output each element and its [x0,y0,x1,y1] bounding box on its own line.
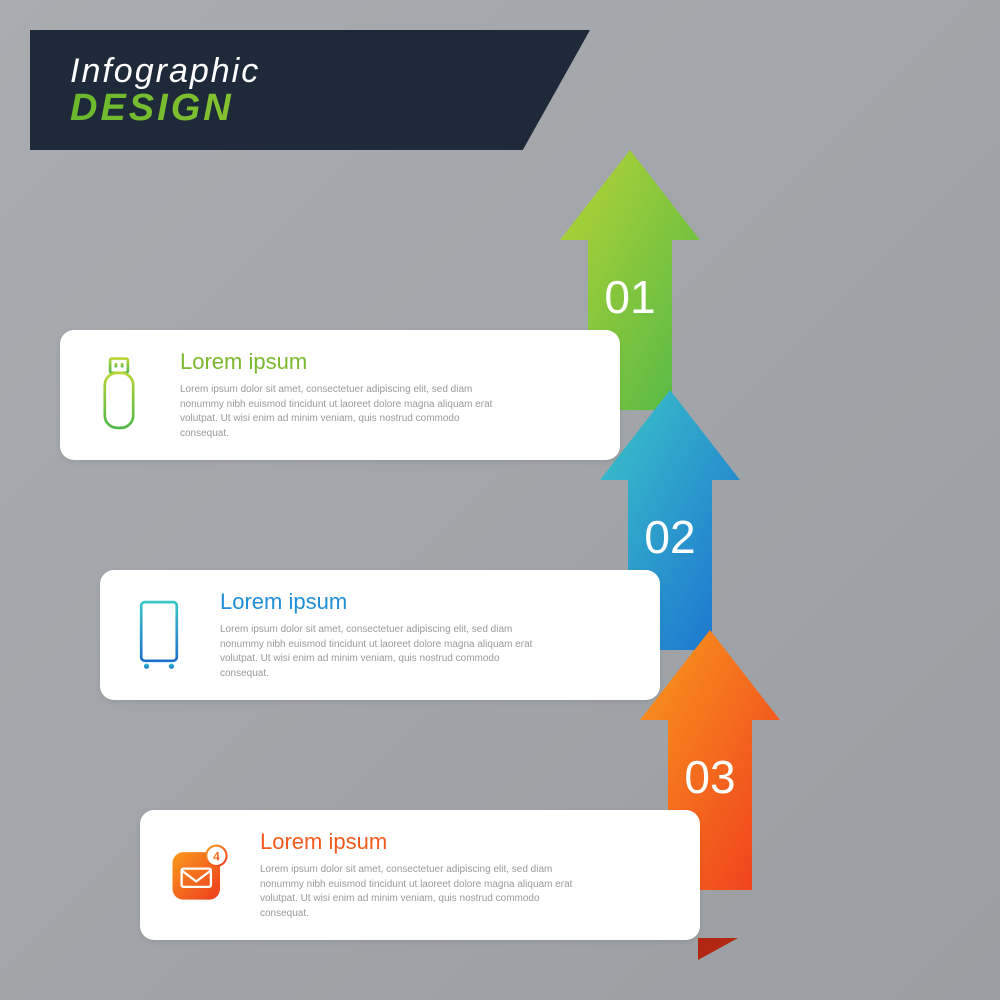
svg-text:4: 4 [213,849,220,863]
step-card-2: Lorem ipsum Lorem ipsum dolor sit amet, c… [100,570,660,700]
step-body-2: Lorem ipsum dolor sit amet, consectetuer… [220,623,540,681]
header-title-line2: DESIGN [70,87,550,130]
step-number-2: 02 [644,510,695,564]
step-number-1: 01 [604,270,655,324]
header-band: Infographic DESIGN [30,30,590,150]
mail-badge-icon: 4 [164,830,234,920]
step-number-3: 03 [684,750,735,804]
step-fold-3 [698,938,738,960]
drawer-cabinet-icon [124,590,194,680]
step-body-3: Lorem ipsum dolor sit amet, consectetuer… [260,863,580,921]
step-text-3: Lorem ipsum Lorem ipsum dolor sit amet, c… [260,829,676,921]
step-card-3: 4 Lorem ipsum Lorem ipsum dolor sit amet,… [140,810,700,940]
step-title-2: Lorem ipsum [220,589,636,615]
step-title-1: Lorem ipsum [180,349,596,375]
step-card-1: Lorem ipsum Lorem ipsum dolor sit amet, c… [60,330,620,460]
header-title-line1: Infographic [70,52,550,91]
step-title-3: Lorem ipsum [260,829,676,855]
step-body-1: Lorem ipsum dolor sit amet, consectetuer… [180,383,500,441]
step-text-2: Lorem ipsum Lorem ipsum dolor sit amet, c… [220,589,636,681]
step-text-1: Lorem ipsum Lorem ipsum dolor sit amet, c… [180,349,596,441]
usb-drive-icon [84,350,154,440]
